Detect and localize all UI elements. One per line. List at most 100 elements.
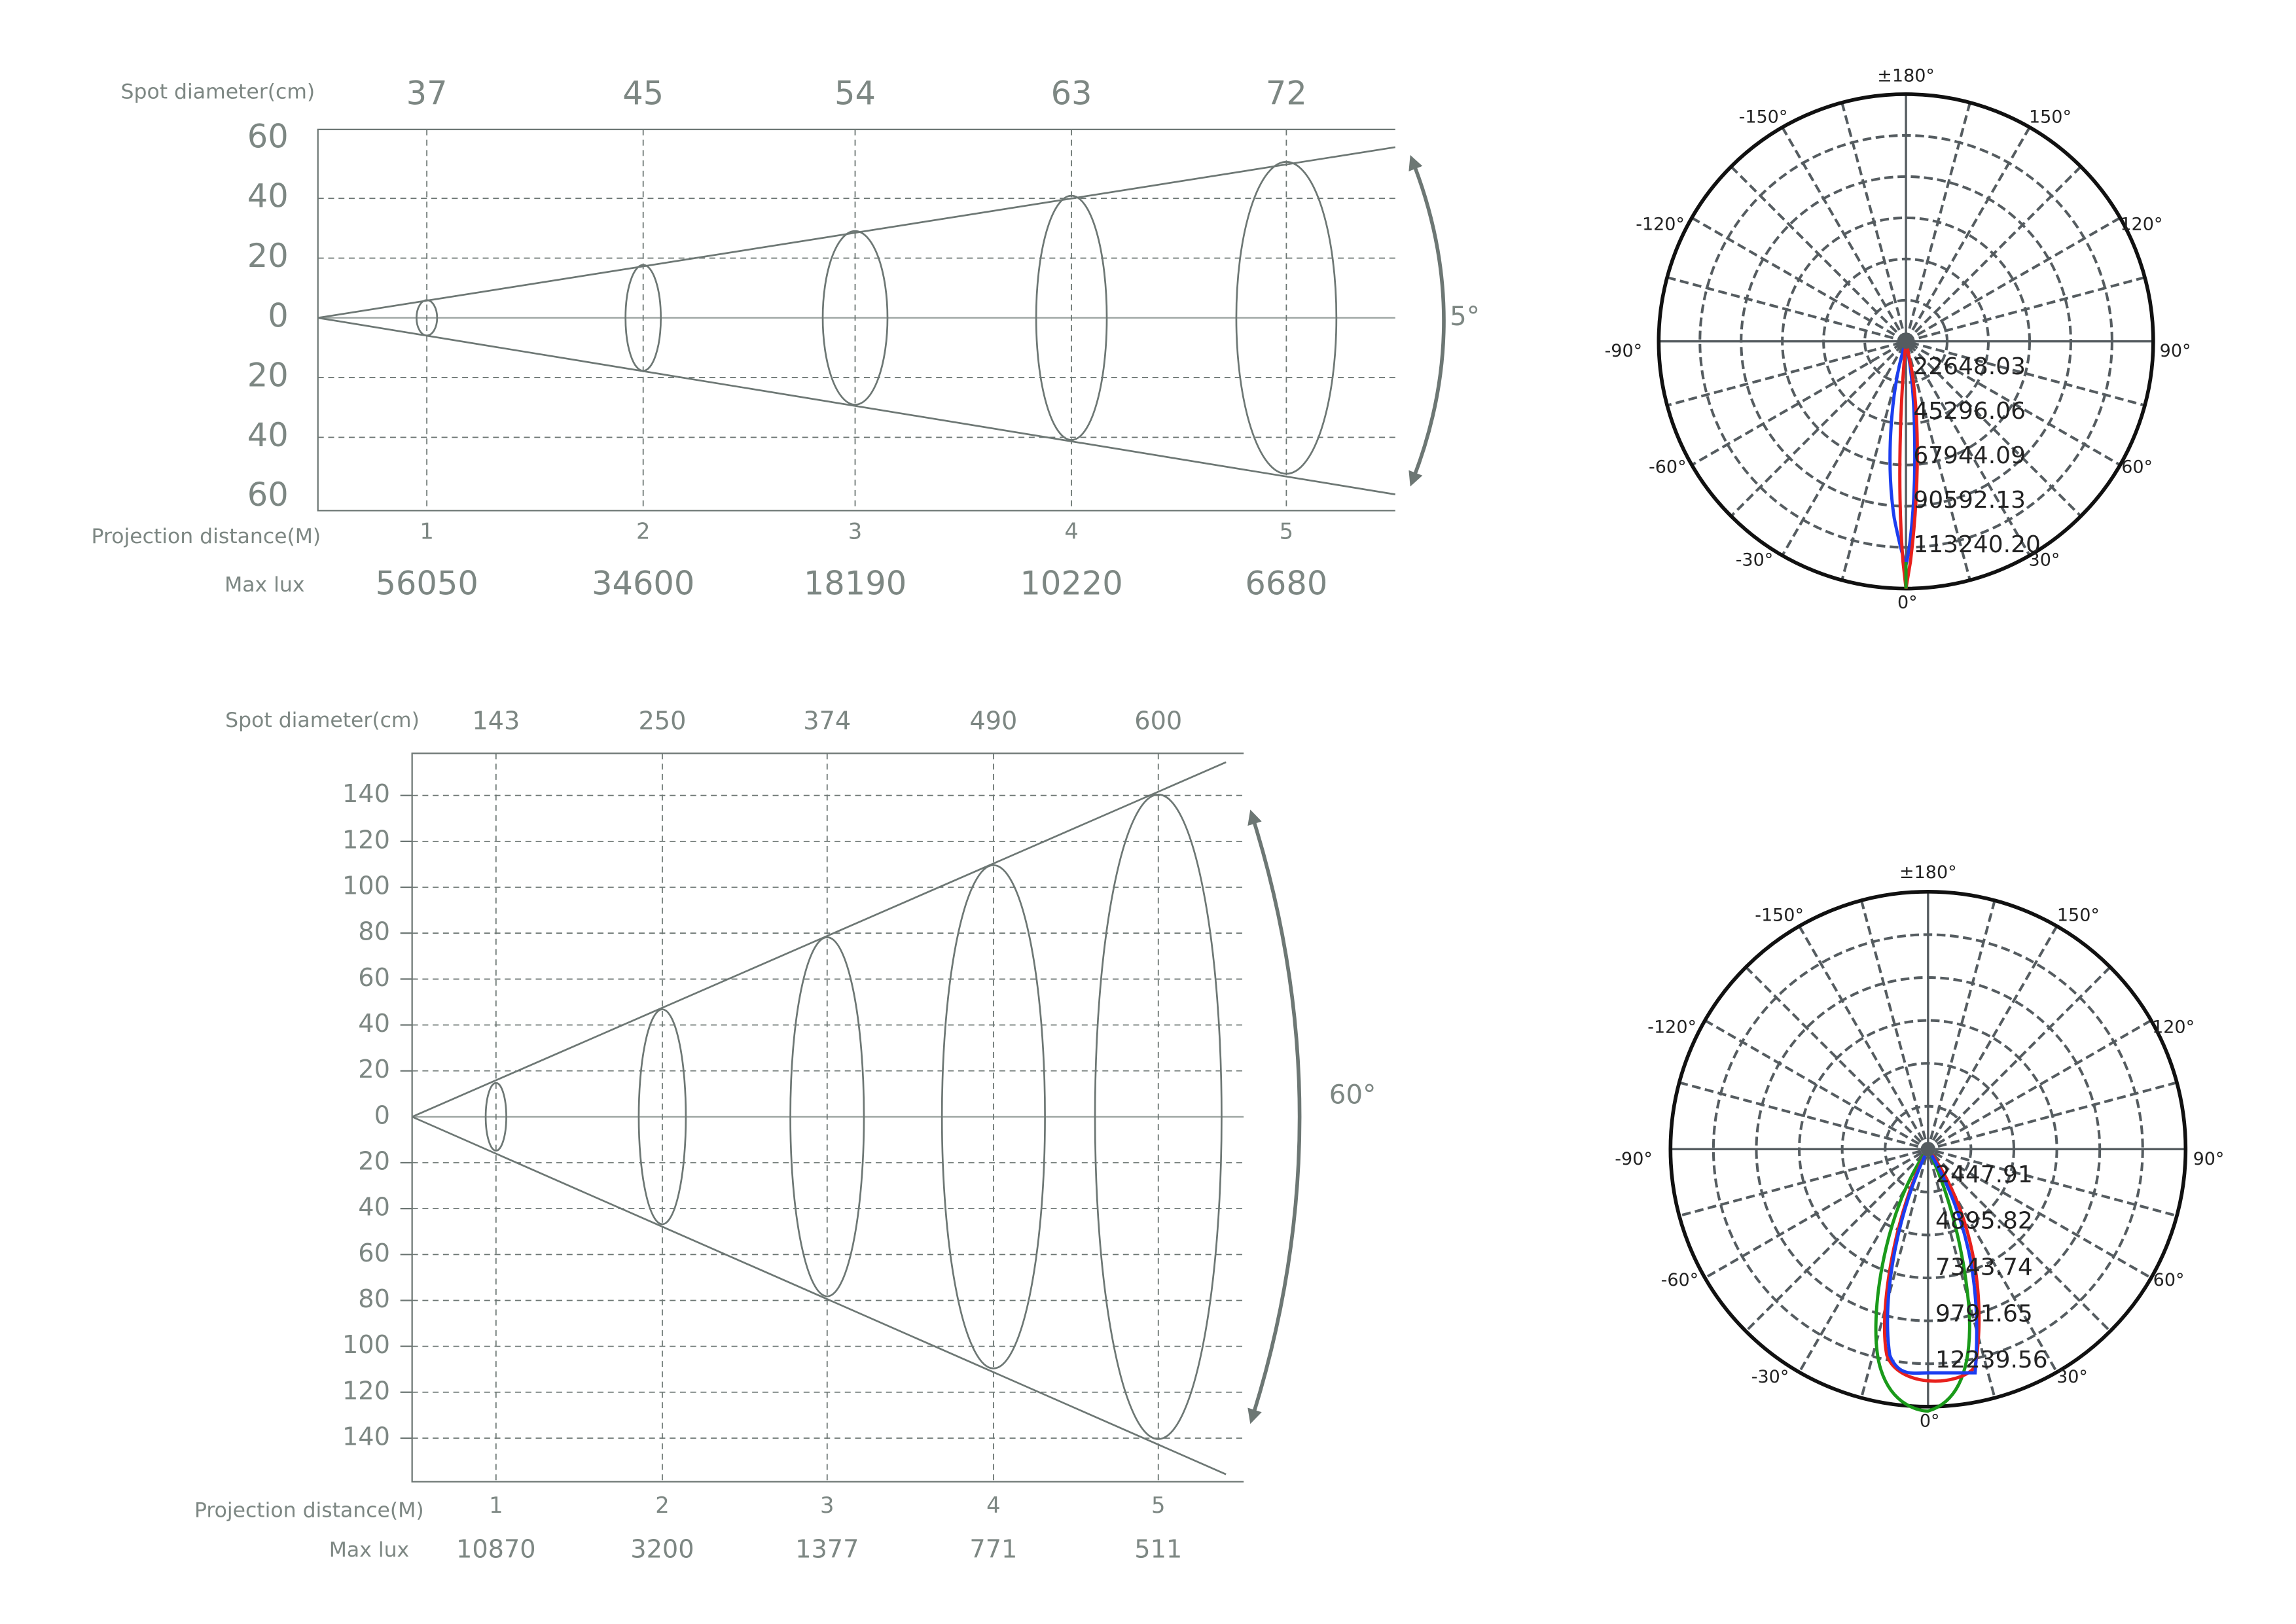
ring-label: 9791.65 [1935,1300,2033,1327]
spot-ellipse [484,1082,507,1152]
angle-label: 120° [2120,215,2162,235]
beam-angle: 5° [1450,300,1480,332]
lux-label: Max lux [224,573,304,597]
max-lux: 56050 [375,565,478,603]
distance: 1 [489,1492,503,1518]
spot-diameter: 374 [803,707,851,736]
angle-label: ±180° [1899,862,1957,883]
beam-angle: 60° [1329,1078,1376,1110]
ring-label: 2447.91 [1935,1161,2033,1188]
spot-diameter: 45 [622,75,664,113]
lux-label: Max lux [329,1538,409,1562]
distance: 2 [655,1492,669,1518]
spot-ellipse [789,936,865,1297]
y-tick-label: 60 [358,964,390,993]
y-tick-label: 20 [247,237,289,275]
distance: 4 [1064,519,1078,544]
cone-edge [412,761,1227,1118]
angle-label: -120° [1636,215,1685,235]
axis-frame [317,128,1395,512]
max-lux: 34600 [592,565,694,603]
max-lux: 3200 [630,1536,694,1564]
angle-label: 120° [2152,1017,2195,1038]
distance: 1 [420,519,433,544]
spot-ellipse [821,230,889,406]
max-lux: 10870 [456,1536,536,1564]
spot-diameter: 600 [1134,707,1182,736]
polar-center [1920,1142,1936,1157]
spot-diameter: 72 [1266,75,1307,113]
cone-edge [317,146,1395,319]
angle-label: 150° [2057,906,2100,926]
ring-label: 67944.09 [1913,442,2026,469]
angle-label: -90° [1615,1149,1653,1169]
y-tick-label: 120 [342,1377,390,1405]
angle-label: 30° [2056,1367,2088,1387]
ring-label: 45296.06 [1913,398,2026,425]
spot-label: Spot diameter(cm) [121,80,315,104]
angle-label: 90° [2160,341,2191,361]
y-tick-label: 80 [358,1285,390,1314]
spot-diameter: 63 [1051,75,1092,113]
cone-edge [317,317,1396,495]
angle-label: -60° [1661,1270,1699,1290]
angle-label: -150° [1739,107,1788,127]
angle-label: 60° [2153,1270,2185,1290]
distance: 5 [1280,519,1293,544]
intensity-curve [1886,1148,1979,1375]
max-lux: 6680 [1245,565,1327,603]
angle-label: -90° [1605,341,1643,361]
y-tick-label: 60 [358,1239,390,1268]
ring-label: 7343.74 [1935,1254,2033,1280]
y-tick-label: 20 [358,1055,390,1084]
polar-center [1898,334,1914,349]
spot-label: Spot diameter(cm) [225,709,420,732]
cone-edge [412,1116,1227,1475]
angle-arc [1247,809,1302,1424]
y-tick-label: 40 [247,416,289,454]
spot-ellipse [941,864,1046,1369]
spot-diameter: 37 [406,75,448,113]
ring-label: 12239.56 [1935,1347,2048,1373]
spot-diameter: 54 [834,75,876,113]
y-tick-label: 140 [342,1422,390,1451]
y-tick-label: 0 [374,1101,390,1130]
spot-diameter: 250 [638,707,686,736]
angle-label: -150° [1755,906,1804,926]
distance: 2 [636,519,650,544]
y-tick-label: 20 [358,1147,390,1176]
angle-arc [1408,154,1446,487]
y-tick-label: 80 [358,918,390,947]
max-lux: 10220 [1020,565,1122,603]
y-tick-label: 40 [247,177,289,215]
spot-ellipse [1235,161,1338,475]
spot-ellipse [1094,794,1223,1440]
angle-label: -60° [1649,457,1687,478]
distance-label: Projection distance(M) [92,525,321,548]
max-lux: 1377 [795,1536,859,1564]
y-tick-label: 60 [247,476,289,514]
polar-plot: ±180° -150° 150° -120° 120° -90° 90° -60° 60° -30… [1615,862,2224,1432]
distance-label: Projection distance(M) [194,1498,424,1522]
distance: 5 [1151,1492,1165,1518]
y-tick-label: 60 [247,117,289,155]
angle-label: -30° [1736,550,1774,570]
distance: 4 [986,1492,1000,1518]
ring-label: 22648.03 [1913,353,2026,380]
spot-ellipse [1035,194,1108,441]
max-lux: 511 [1134,1536,1182,1564]
angle-label: 90° [2193,1149,2225,1169]
spot-ellipse [624,264,662,372]
intensity-curve [1874,1148,1971,1413]
y-tick-label: 120 [342,826,390,855]
spot-diameter: 490 [969,707,1017,736]
polar-plot: ±180° -150° 150° -120° 120° -90° 90° -60° 60° -30… [1605,65,2191,612]
angle-label: 0° [1897,593,1918,613]
angle-label: -30° [1751,1367,1789,1387]
distance: 3 [848,519,862,544]
y-tick-label: 40 [358,1193,390,1222]
max-lux: 18190 [804,565,906,603]
distance: 3 [820,1492,834,1518]
